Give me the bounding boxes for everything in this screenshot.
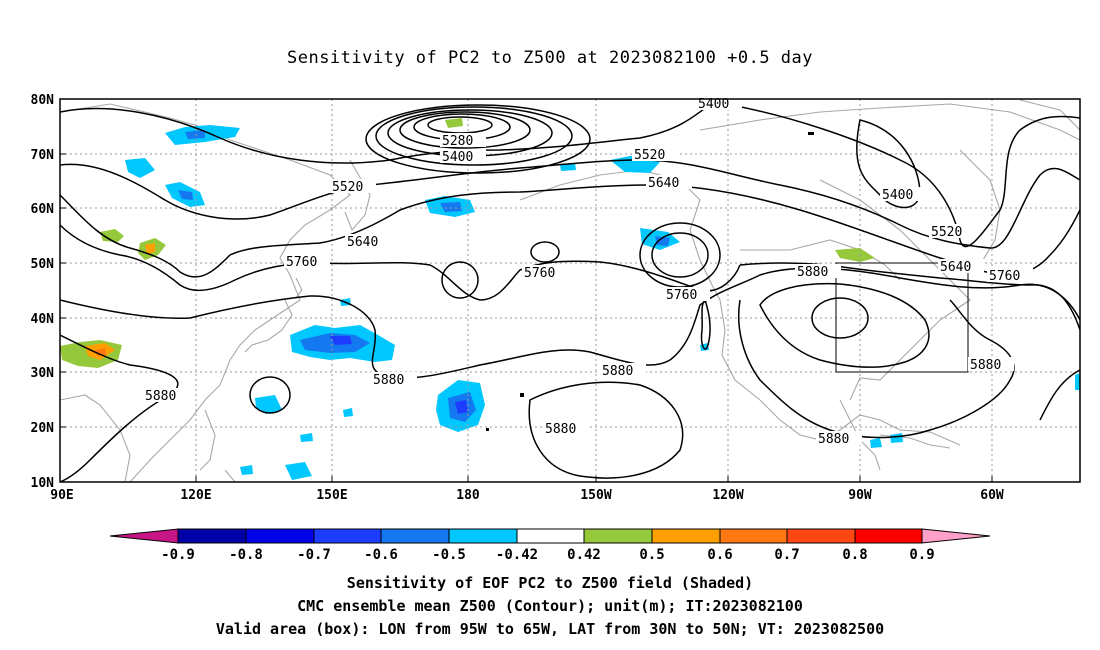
- valid-area-box: [835, 262, 969, 373]
- svg-text:5880: 5880: [797, 265, 828, 280]
- colorbar-swatch: [448, 528, 518, 544]
- lat-tick-label: 50N: [31, 257, 55, 272]
- colorbar-swatch: [719, 528, 788, 544]
- colorbar-swatch: [854, 528, 923, 544]
- positive-sensitivity-areas: [60, 118, 875, 368]
- colorbar-swatch: [313, 528, 382, 544]
- lon-tick-label: 180: [456, 488, 480, 503]
- contour-label: 5760: [664, 287, 710, 303]
- svg-text:5520: 5520: [332, 180, 363, 195]
- colorbar-swatch: [109, 528, 179, 544]
- svg-text:5640: 5640: [940, 260, 971, 275]
- colorbar-swatch: [177, 528, 247, 544]
- small-markers: [486, 132, 814, 431]
- lon-tick-label: 90E: [50, 488, 73, 503]
- contour-label: 5880: [371, 372, 417, 388]
- colorbar-label: 0.7: [774, 547, 799, 563]
- colorbar-swatch: [583, 528, 653, 544]
- svg-text:5400: 5400: [698, 97, 729, 112]
- lat-tick-label: 70N: [31, 148, 55, 163]
- contour-label: 5520: [632, 147, 678, 163]
- svg-text:5760: 5760: [524, 266, 555, 281]
- lat-tick-labels: 80N 70N 60N 50N 40N 30N 20N 10N: [31, 93, 55, 491]
- caption-line-3: Valid area (box): LON from 95W to 65W, L…: [215, 620, 885, 638]
- lon-tick-label: 60W: [980, 488, 1004, 503]
- svg-text:5640: 5640: [648, 176, 679, 191]
- colorbar-label: 0.6: [707, 547, 732, 563]
- contour-label: 5760: [522, 265, 568, 281]
- map-frame: [59, 98, 1081, 483]
- svg-text:5400: 5400: [882, 188, 913, 203]
- contour-label: 5400: [440, 149, 486, 165]
- contour-label: 5880: [600, 363, 646, 379]
- contour-label: 5880: [968, 357, 1014, 373]
- svg-text:5760: 5760: [989, 269, 1020, 284]
- lon-tick-label: 150E: [316, 488, 347, 503]
- contour-label: 5880: [795, 264, 841, 280]
- contour-label: 5640: [646, 175, 692, 191]
- contour-label: 5520: [330, 179, 376, 195]
- lat-tick-label: 30N: [31, 366, 55, 381]
- sensitivity-shading: [60, 118, 1080, 480]
- svg-text:5880: 5880: [145, 389, 176, 404]
- contour-label: 5280: [440, 133, 486, 149]
- lat-tick-label: 80N: [31, 93, 55, 108]
- svg-text:5880: 5880: [545, 422, 576, 437]
- contour-label: 5520: [929, 224, 975, 240]
- colorbar-label: -0.42: [496, 547, 538, 563]
- contour-label: 5640: [938, 259, 984, 275]
- colorbar-swatch: [245, 528, 315, 544]
- lon-tick-label: 150W: [580, 488, 611, 503]
- colorbar: [109, 528, 991, 544]
- lon-tick-label: 90W: [848, 488, 872, 503]
- svg-text:5880: 5880: [373, 373, 404, 388]
- svg-text:5640: 5640: [347, 235, 378, 250]
- svg-text:5880: 5880: [818, 432, 849, 447]
- svg-text:5760: 5760: [666, 288, 697, 303]
- negative-sensitivity-areas: [125, 125, 1080, 480]
- colorbar-swatch: [516, 528, 585, 544]
- svg-text:5520: 5520: [634, 148, 665, 163]
- colorbar-swatch: [921, 528, 991, 544]
- colorbar-label: 0.42: [567, 547, 601, 563]
- colorbar-label: -0.6: [364, 547, 398, 563]
- colorbar-label: 0.8: [842, 547, 867, 563]
- lat-tick-label: 40N: [31, 312, 55, 327]
- colorbar-label: 0.5: [639, 547, 664, 563]
- svg-text:5880: 5880: [602, 364, 633, 379]
- lat-tick-label: 60N: [31, 202, 55, 217]
- figure-title: Sensitivity of PC2 to Z500 at 2023082100…: [286, 48, 813, 68]
- contour-label: 5400: [880, 187, 926, 203]
- caption-line-2: CMC ensemble mean Z500 (Contour); unit(m…: [297, 597, 803, 615]
- contour-label: 5880: [143, 388, 189, 404]
- lon-tick-label: 120E: [180, 488, 211, 503]
- colorbar-label: -0.7: [297, 547, 331, 563]
- colorbar-label: -0.8: [229, 547, 263, 563]
- contour-label: 5760: [987, 268, 1033, 284]
- contour-label: 5880: [816, 431, 862, 447]
- contour-label: 5640: [345, 234, 391, 250]
- lon-tick-labels: 90E 120E 150E 180 150W 120W 90W 60W: [50, 488, 1004, 503]
- svg-text:5760: 5760: [286, 255, 317, 270]
- colorbar-swatch: [651, 528, 721, 544]
- contour-label: 5880: [543, 421, 589, 437]
- lat-tick-label: 10N: [31, 476, 55, 491]
- lon-tick-label: 120W: [712, 488, 743, 503]
- svg-text:5880: 5880: [970, 358, 1001, 373]
- svg-text:5520: 5520: [931, 225, 962, 240]
- colorbar-labels: -0.9 -0.8 -0.7 -0.6 -0.5 -0.42 0.42 0.5 …: [161, 547, 935, 563]
- tick-marks: [60, 98, 993, 483]
- colorbar-label: -0.9: [161, 547, 195, 563]
- contour-labels: 5280 5400 5400 5400 5520 5520 5520 5640 …: [143, 96, 1033, 447]
- colorbar-label: 0.9: [909, 547, 934, 563]
- colorbar-swatch: [786, 528, 856, 544]
- caption-line-1: Sensitivity of EOF PC2 to Z500 field (Sh…: [346, 574, 754, 592]
- svg-text:5280: 5280: [442, 134, 473, 149]
- lat-tick-label: 20N: [31, 421, 55, 436]
- colorbar-label: -0.5: [432, 547, 466, 563]
- contour-label: 5760: [284, 254, 330, 270]
- svg-text:5400: 5400: [442, 150, 473, 165]
- colorbar-swatch: [380, 528, 450, 544]
